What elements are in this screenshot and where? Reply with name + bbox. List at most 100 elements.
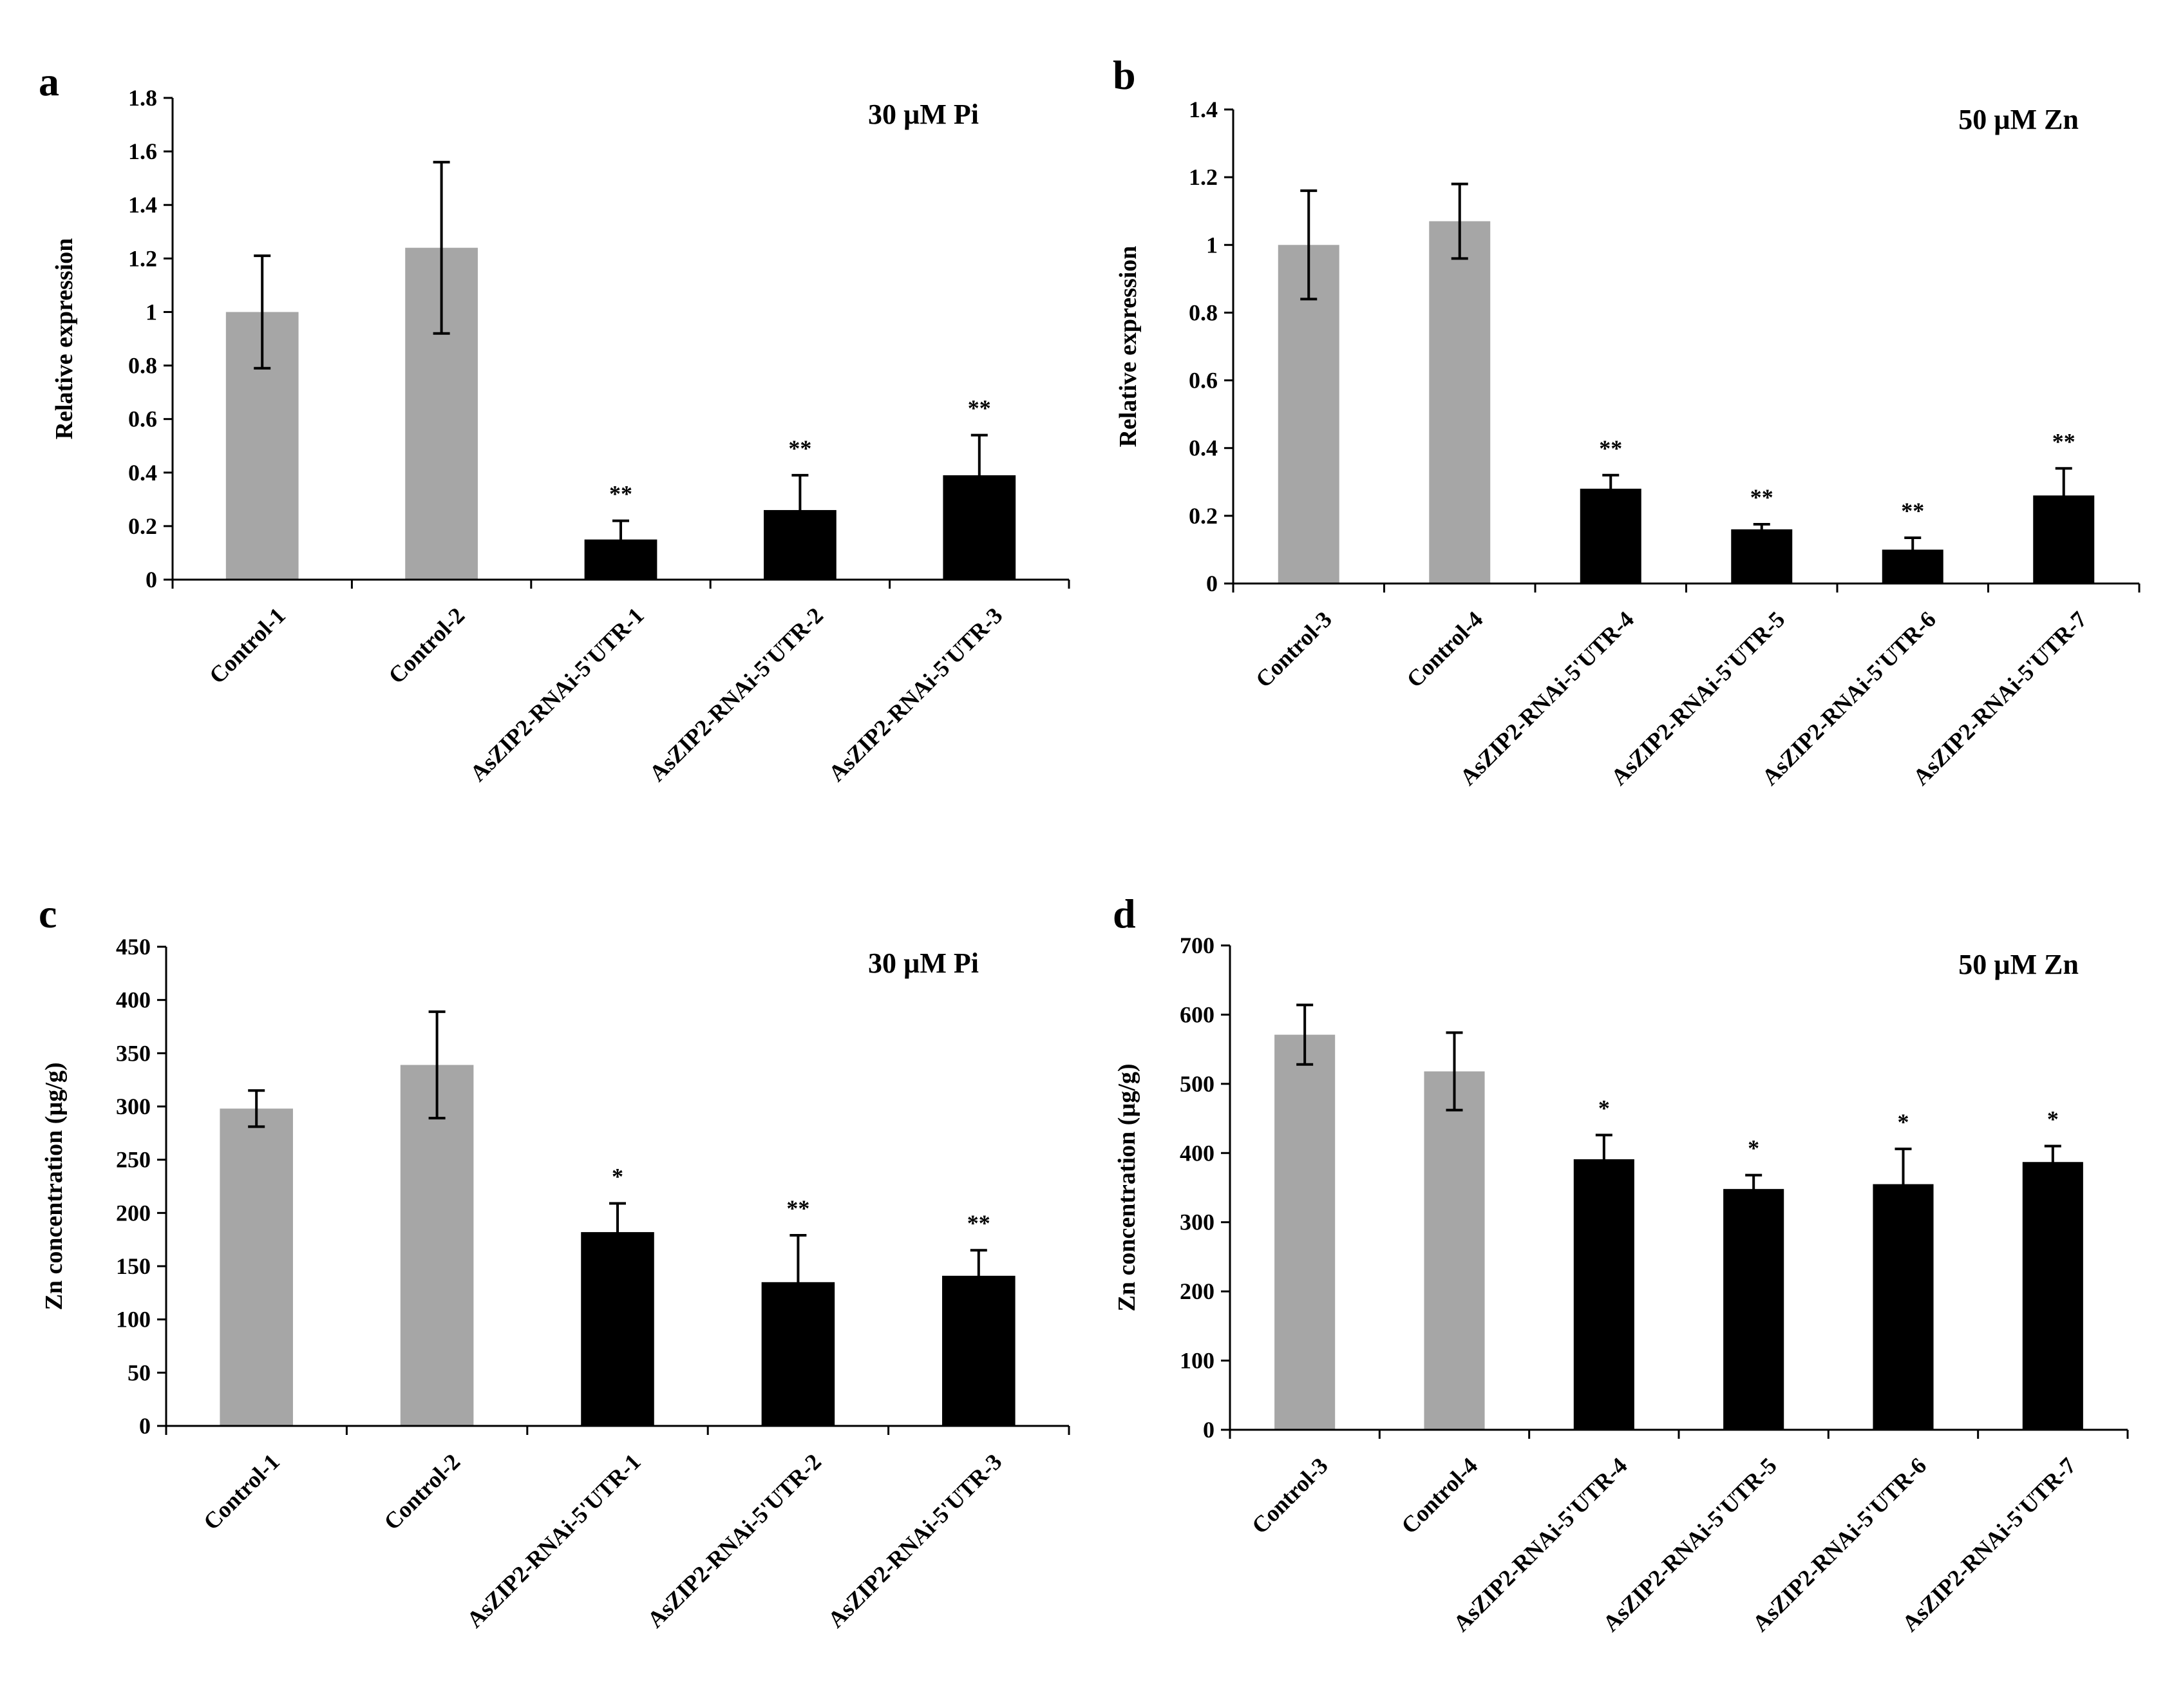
y-tick-label: 1.4 — [128, 192, 157, 218]
category-label: Control-3 — [1251, 606, 1337, 692]
category-label: Control-3 — [1247, 1452, 1333, 1539]
category-label: AsZIP2-RNAi-5'UTR-2 — [642, 1448, 826, 1633]
category-label: AsZIP2-RNAi-5'UTR-7 — [1897, 1452, 2081, 1637]
panel-d: d 50 µM Zn Zn concentration (µg/g) 0 100 200 3… — [1113, 891, 2129, 1637]
y-tick-label: 1 — [1206, 232, 1218, 258]
y-tick-label: 0.8 — [1189, 299, 1218, 325]
significance-mark: ** — [1901, 498, 1924, 524]
bar — [1873, 1184, 1934, 1430]
significance-mark: ** — [2052, 428, 2075, 454]
bar — [1580, 488, 1641, 584]
bar — [1274, 1034, 1336, 1430]
panel-letter: b — [1113, 52, 1136, 98]
category-label: AsZIP2-RNAi-5'UTR-5 — [1606, 606, 1790, 790]
condition-label: 50 µM Zn — [1958, 949, 2079, 980]
y-tick-label: 0.4 — [1189, 435, 1218, 461]
y-tick-label: 150 — [116, 1253, 151, 1279]
y-tick-label: 0 — [139, 1413, 151, 1439]
condition-label: 30 µM Pi — [868, 99, 979, 130]
panel-letter: a — [39, 59, 59, 104]
y-tick-label: 0 — [1206, 571, 1218, 596]
y-tick-label: 0.2 — [128, 513, 157, 539]
bar — [400, 1065, 474, 1426]
bar — [1573, 1159, 1634, 1430]
bar — [2022, 1162, 2083, 1430]
y-tick-label: 100 — [116, 1307, 151, 1333]
category-label: Control-2 — [383, 602, 469, 688]
category-label: AsZIP2-RNAi-5'UTR-5 — [1598, 1452, 1782, 1637]
y-tick-label: 400 — [1180, 1140, 1215, 1166]
y-tick-label: 0.6 — [1189, 368, 1218, 394]
y-tick-label: 1.6 — [128, 138, 157, 164]
y-tick-label: 300 — [1180, 1210, 1215, 1235]
panel-letter: c — [39, 891, 57, 936]
category-label: Control-4 — [1396, 1452, 1482, 1539]
y-tick-label: 1.2 — [1189, 164, 1218, 190]
bar — [1731, 529, 1793, 584]
category-label: AsZIP2-RNAi-5'UTR-6 — [1747, 1452, 1931, 1637]
significance-mark: ** — [1750, 484, 1773, 510]
significance-mark: ** — [968, 395, 991, 421]
significance-mark: ** — [786, 1195, 809, 1221]
panel-letter: d — [1113, 891, 1136, 936]
category-label: AsZIP2-RNAi-5'UTR-4 — [1448, 1452, 1632, 1637]
significance-mark: ** — [1599, 435, 1622, 461]
significance-mark: * — [1748, 1135, 1759, 1161]
category-label: Control-2 — [379, 1448, 465, 1535]
y-tick-label: 0.6 — [128, 406, 157, 432]
category-label: AsZIP2-RNAi-5'UTR-1 — [462, 1448, 646, 1633]
y-tick-label: 300 — [116, 1094, 151, 1119]
y-tick-label: 0.4 — [128, 460, 157, 486]
y-tick-label: 200 — [116, 1200, 151, 1226]
bar — [1424, 1071, 1485, 1430]
panel-c: c 30 µM Pi Zn concentration (µg/g) 0 50 100 15… — [39, 891, 1070, 1633]
significance-mark: * — [1898, 1109, 1909, 1135]
y-tick-label: 600 — [1180, 1001, 1215, 1027]
significance-mark: ** — [609, 481, 632, 507]
bar — [220, 1108, 293, 1426]
y-axis-label: Relative expression — [1115, 246, 1142, 448]
significance-mark: * — [2047, 1106, 2059, 1132]
category-label: AsZIP2-RNAi-5'UTR-4 — [1455, 606, 1639, 790]
bar — [581, 1232, 654, 1426]
significance-mark: ** — [788, 435, 811, 461]
significance-mark: ** — [967, 1210, 990, 1236]
y-tick-label: 0.2 — [1189, 503, 1218, 529]
y-tick-label: 200 — [1180, 1278, 1215, 1304]
y-axis-label: Relative expression — [51, 238, 78, 440]
bar — [1723, 1189, 1784, 1430]
bar — [1429, 221, 1491, 584]
category-label: AsZIP2-RNAi-5'UTR-3 — [823, 1448, 1007, 1633]
y-tick-label: 450 — [116, 934, 151, 960]
y-tick-label: 50 — [128, 1360, 151, 1385]
category-label: AsZIP2-RNAi-5'UTR-6 — [1757, 606, 1941, 790]
y-axis-label: Zn concentration (µg/g) — [41, 1063, 68, 1311]
category-label: AsZIP2-RNAi-5'UTR-7 — [1908, 606, 2092, 790]
category-label: AsZIP2-RNAi-5'UTR-2 — [644, 602, 828, 786]
condition-label: 50 µM Zn — [1958, 104, 2079, 135]
condition-label: 30 µM Pi — [868, 947, 979, 979]
bar — [1278, 245, 1339, 584]
y-axis-label: Zn concentration (µg/g) — [1113, 1064, 1140, 1312]
category-label: AsZIP2-RNAi-5'UTR-3 — [824, 602, 1008, 786]
category-label: AsZIP2-RNAi-5'UTR-1 — [465, 602, 649, 786]
y-tick-label: 400 — [116, 987, 151, 1013]
y-tick-label: 1.4 — [1189, 97, 1218, 122]
y-tick-label: 0 — [146, 567, 157, 593]
panel-a: a 30 µM Pi Relative expression 0 0.2 0.4 0.6 0.… — [39, 59, 1070, 786]
category-label: Control-1 — [198, 1448, 285, 1535]
y-tick-label: 1 — [146, 299, 157, 325]
panel-b: b 50 µM Zn Relative expression 0 0.2 0.4 0.6 0.… — [1113, 52, 2141, 790]
y-tick-label: 700 — [1180, 933, 1215, 958]
y-tick-label: 350 — [116, 1040, 151, 1066]
y-tick-label: 500 — [1180, 1071, 1215, 1097]
y-tick-label: 100 — [1180, 1348, 1215, 1374]
y-tick-label: 250 — [116, 1147, 151, 1173]
y-tick-label: 0.8 — [128, 353, 157, 379]
category-label: Control-4 — [1402, 606, 1488, 692]
category-label: Control-1 — [204, 602, 290, 688]
y-tick-label: 0 — [1203, 1417, 1215, 1443]
significance-mark: * — [612, 1163, 623, 1189]
significance-mark: * — [1598, 1095, 1610, 1121]
